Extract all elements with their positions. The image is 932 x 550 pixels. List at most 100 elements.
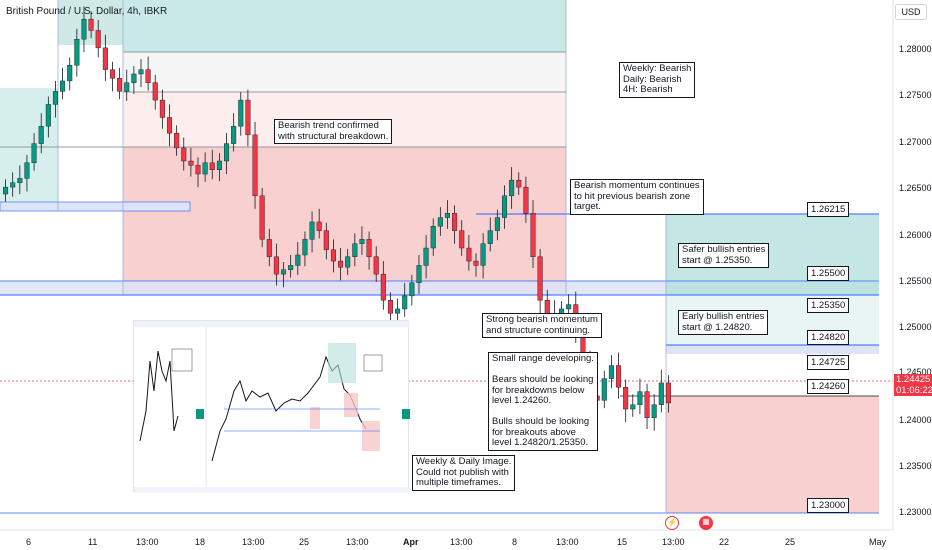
candle-body (273, 256, 279, 275)
price-tick: 1.24500 (899, 367, 932, 377)
calendar-icon[interactable]: ▦ (699, 516, 713, 530)
candle-body (95, 30, 101, 49)
level-label: 1.24725 (807, 355, 850, 370)
flash-icon[interactable]: ⚡ (665, 516, 679, 530)
strong-bearish-note: Strong bearish momentum and structure co… (482, 313, 602, 338)
candle-body (38, 125, 44, 144)
time-tick: 13:00 (346, 537, 369, 547)
time-tick: 13:00 (450, 537, 473, 547)
candle-body (166, 117, 173, 134)
candle-body (466, 247, 472, 262)
candle-body (252, 134, 258, 197)
trend-note: Bearish trend confirmed with structural … (274, 119, 393, 144)
candle-body (17, 178, 23, 183)
candle-body (67, 65, 73, 82)
candle-body (402, 295, 408, 310)
candle-body (88, 18, 94, 31)
candle-body (380, 273, 386, 301)
candle-body (601, 378, 607, 401)
upper-bull-zone (123, 0, 566, 52)
candle-body (152, 82, 158, 101)
candle-body (288, 265, 294, 270)
candle-body (266, 239, 272, 257)
bias-note: Weekly: Bearish Daily: Bearish 4H: Beari… (619, 62, 696, 98)
candle-body (430, 226, 436, 249)
candle-body (494, 217, 500, 231)
candle-body (516, 179, 522, 188)
candle-body (630, 404, 636, 410)
candle-body (537, 256, 543, 301)
candle-body (188, 160, 194, 166)
candle-body (238, 99, 244, 127)
candle-body (309, 221, 315, 240)
candle-body (637, 391, 643, 405)
candle-body (60, 80, 66, 92)
time-tick: May (869, 537, 887, 547)
candle-body (323, 230, 329, 250)
price-tick: 1.23000 (899, 507, 932, 517)
support-band (0, 281, 879, 295)
time-tick: 13:00 (136, 537, 159, 547)
time-tick: 13:00 (662, 537, 685, 547)
candle-body (658, 382, 664, 405)
candle-body (181, 147, 187, 162)
candle-body (316, 221, 322, 231)
time-tick: 13:00 (556, 537, 579, 547)
current-price-value: 1.24425 (896, 374, 931, 385)
candle-body (530, 213, 536, 257)
candle-body (74, 38, 80, 66)
weekly-daily-note: Weekly & Daily Image. Could not publish … (412, 455, 516, 491)
candle-body (124, 82, 130, 92)
level-label: 1.25350 (807, 298, 850, 313)
candle-body (52, 91, 58, 105)
currency-button[interactable]: USD (895, 4, 927, 20)
candle-body (566, 304, 572, 310)
time-tick: Apr (403, 537, 419, 547)
candle-body (644, 391, 650, 418)
candle-body (473, 260, 479, 266)
candle-body (3, 186, 9, 195)
price-tick: 1.26500 (899, 183, 932, 193)
candle-body (109, 69, 115, 79)
time-tick: 15 (617, 537, 628, 547)
time-tick: 25 (785, 537, 796, 547)
candle-body (195, 165, 201, 175)
candle-body (138, 69, 144, 75)
candle-body (159, 99, 165, 118)
time-tick: 8 (512, 537, 518, 547)
current-price-label: 1.24425 01:06:22 (894, 374, 932, 396)
candle-body (423, 247, 429, 266)
chart-title: British Pound / U.S. Dollar, 4h, IBKR (6, 6, 168, 17)
target-bear-zone (666, 396, 879, 513)
candle-body (245, 99, 251, 136)
level-label: 1.26215 (807, 202, 850, 217)
level-label: 1.24260 (807, 379, 850, 394)
price-tick: 1.28000 (899, 44, 932, 54)
candle-body (523, 186, 529, 214)
candle-body (174, 132, 180, 149)
candle-body (608, 365, 614, 379)
candle-body (437, 217, 443, 227)
candle-body (452, 213, 458, 231)
candle-body (480, 243, 486, 266)
candle-body (131, 73, 137, 83)
safer-entry-note: Safer bullish entries start @ 1.25350. (678, 243, 770, 268)
price-tick: 1.24000 (899, 415, 932, 425)
candle-body (373, 256, 379, 275)
level-label: 1.25500 (807, 266, 850, 281)
candle-body (366, 239, 372, 257)
time-tick: 6 (26, 537, 32, 547)
candle-body (10, 182, 16, 188)
candle-body (202, 162, 208, 175)
momentum-note: Bearish momentum continues to hit previo… (570, 179, 704, 215)
range-band (666, 345, 879, 354)
candle-body (330, 249, 336, 262)
candle-body (281, 269, 287, 275)
candle-body (352, 243, 358, 257)
candle-body (338, 260, 344, 268)
candle-body (231, 125, 237, 144)
time-tick: 22 (719, 537, 730, 547)
candle-body (395, 308, 401, 314)
candle-body (616, 365, 622, 388)
